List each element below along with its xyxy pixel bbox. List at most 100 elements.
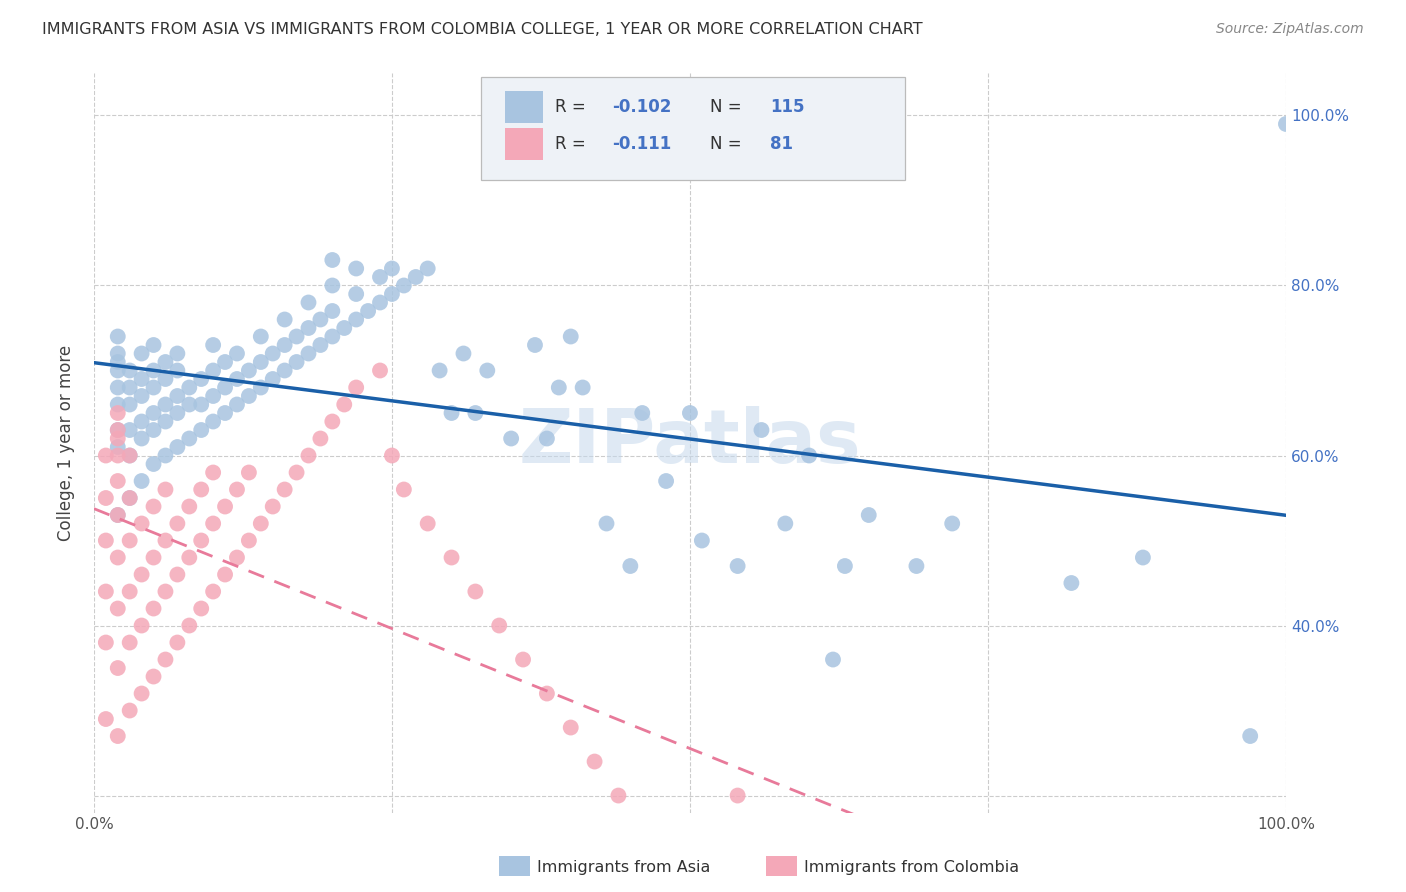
Point [858,890,880,892]
Point [262,500,284,514]
Point [131,346,153,360]
Point [107,440,129,454]
Point [142,423,165,437]
Point [477,363,499,377]
Point [94,584,117,599]
Point [381,287,404,301]
Point [512,652,534,666]
Text: 115: 115 [770,98,804,116]
Point [155,449,177,463]
Point [297,449,319,463]
Point [273,312,295,326]
Point [118,380,141,394]
Point [679,406,702,420]
Point [142,601,165,615]
Point [1060,576,1083,591]
Point [1275,117,1298,131]
Point [238,363,260,377]
Point [560,329,582,343]
Text: IMMIGRANTS FROM ASIA VS IMMIGRANTS FROM COLOMBIA COLLEGE, 1 YEAR OR MORE CORRELA: IMMIGRANTS FROM ASIA VS IMMIGRANTS FROM … [42,22,922,37]
Point [250,329,273,343]
Point [190,372,212,386]
Point [131,618,153,632]
Point [297,346,319,360]
Point [142,363,165,377]
Point [166,346,188,360]
Point [344,380,367,394]
Point [297,321,319,335]
Point [429,363,451,377]
Point [273,363,295,377]
Point [536,432,558,446]
Point [309,432,332,446]
Point [751,423,773,437]
Point [107,346,129,360]
Point [321,278,343,293]
Point [107,474,129,488]
Point [285,329,308,343]
Point [166,363,188,377]
Point [333,321,356,335]
Point [202,516,225,531]
Point [226,550,249,565]
Point [226,372,249,386]
Point [797,856,820,871]
Point [107,601,129,615]
Point [107,449,129,463]
Point [285,355,308,369]
Point [118,704,141,718]
Point [166,389,188,403]
Point [155,415,177,429]
Point [179,500,201,514]
Point [416,516,439,531]
Point [416,261,439,276]
Point [118,397,141,411]
Point [941,516,963,531]
Text: -0.102: -0.102 [613,98,672,116]
Point [751,822,773,837]
Point [583,755,606,769]
Point [321,415,343,429]
Point [107,329,129,343]
Point [166,440,188,454]
Point [392,278,415,293]
Point [619,559,641,574]
Point [118,533,141,548]
Point [727,789,749,803]
Point [655,856,678,871]
Point [214,567,236,582]
Point [727,559,749,574]
Point [179,397,201,411]
Point [142,669,165,683]
Point [131,372,153,386]
Point [190,533,212,548]
Point [131,567,153,582]
Point [131,389,153,403]
Point [834,559,856,574]
Point [166,516,188,531]
Text: Immigrants from Asia: Immigrants from Asia [537,860,710,874]
Text: R =: R = [555,135,592,153]
Point [131,415,153,429]
Point [142,457,165,471]
Point [488,618,510,632]
Point [273,483,295,497]
Point [107,550,129,565]
Point [523,338,546,352]
Point [226,483,249,497]
Point [797,449,820,463]
Point [94,491,117,505]
FancyBboxPatch shape [505,128,543,160]
Point [142,406,165,420]
Point [190,601,212,615]
Point [131,432,153,446]
Point [1132,550,1154,565]
Point [166,567,188,582]
Point [118,363,141,377]
Point [118,449,141,463]
Point [273,338,295,352]
Point [131,516,153,531]
Point [321,304,343,318]
Point [118,423,141,437]
Point [107,508,129,522]
